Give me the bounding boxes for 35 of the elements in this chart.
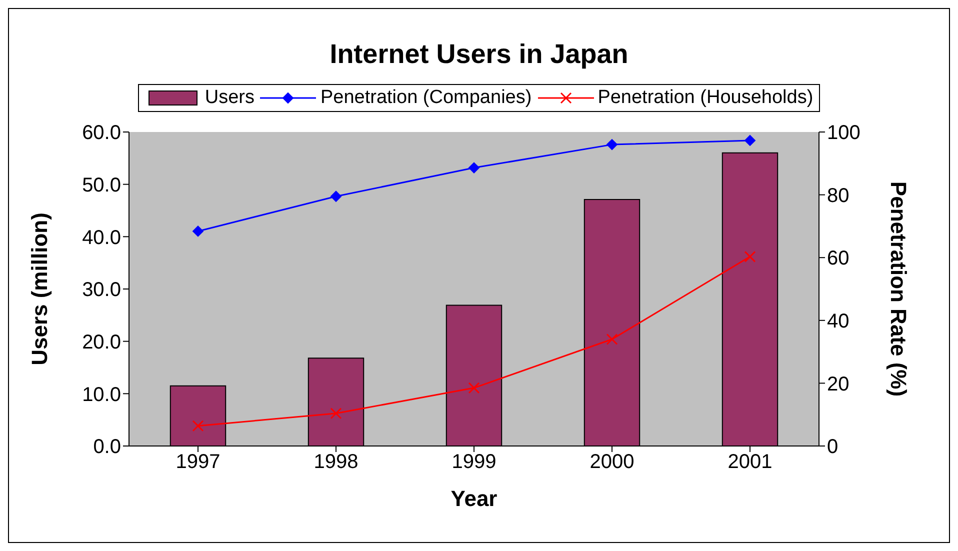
point (468, 382, 480, 394)
y-tick-label: 30.0 (82, 279, 121, 302)
x-tick-label: 1998 (314, 451, 358, 474)
y-tick-label: 40.0 (82, 226, 121, 249)
legend-label: Penetration (Companies) (320, 87, 532, 109)
chart-title: Internet Users in Japan (328, 39, 630, 70)
point (330, 408, 342, 420)
legend-label: Penetration (Households) (598, 87, 814, 109)
y2-tick-label: 20 (827, 373, 850, 396)
x-tick-label: 1997 (176, 451, 220, 474)
legend-label: Users (204, 87, 254, 109)
x-tick-label: 2001 (728, 451, 772, 474)
point (330, 190, 342, 202)
point (192, 226, 204, 237)
y2-tick-label: 80 (827, 184, 850, 207)
y2-tick-label: 40 (827, 310, 850, 332)
y2-tick-label: 100 (827, 122, 860, 144)
point (606, 139, 618, 150)
point (744, 134, 756, 146)
y2-axis-title: Penetration Rate (%) (886, 181, 912, 397)
point (606, 333, 618, 345)
y-tick-label: 50.0 (82, 174, 121, 196)
x-tick-label: 2000 (590, 451, 634, 474)
y-tick-label: 0.0 (93, 436, 121, 458)
y2-tick-label: 60 (827, 248, 850, 270)
point (744, 250, 756, 262)
y-tick-label: 10.0 (82, 384, 121, 406)
y-axis-title: Users (million) (26, 212, 52, 366)
point (192, 420, 204, 432)
point (468, 162, 480, 174)
x-tick-label: 1999 (452, 451, 496, 474)
y-tick-label: 60.0 (82, 122, 121, 144)
x-axis-title: Year (450, 486, 498, 511)
y2-tick-label: 0 (827, 436, 838, 458)
y-tick-label: 20.0 (82, 331, 121, 354)
